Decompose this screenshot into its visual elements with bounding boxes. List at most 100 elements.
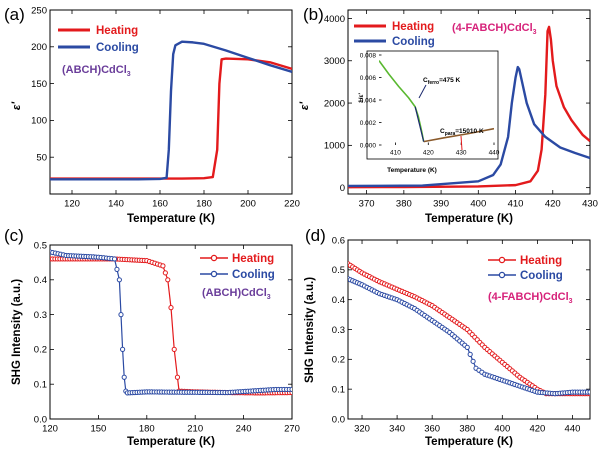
y-tick-label: 50 xyxy=(36,153,47,164)
data-point xyxy=(174,374,181,380)
legend-heating-label: Heating xyxy=(520,255,562,267)
x-tick-label: 430 xyxy=(456,150,467,157)
panel-a-frame xyxy=(49,9,293,195)
inset-para-label: Cpara=15010 K xyxy=(440,128,484,137)
x-tick-label: 380 xyxy=(396,199,412,210)
panel-a-annotation: (ABCH)CdCl3 xyxy=(62,64,131,78)
data-point xyxy=(121,374,127,380)
x-tick-label: 440 xyxy=(489,150,500,157)
x-tick-label: 380 xyxy=(459,424,475,435)
x-tick-label: 140 xyxy=(108,199,124,210)
x-tick-label: 390 xyxy=(433,199,449,210)
panel-b-annotation: (4-FABCH)CdCl3 xyxy=(452,22,537,36)
x-tick-label: 420 xyxy=(423,150,434,157)
panel-c-xlabel: Temperature (K) xyxy=(127,436,215,448)
inset-plot: 410 420 430 440 0.000 0.002 0.004 0.006 0.008 xyxy=(360,52,500,156)
data-point xyxy=(118,312,124,318)
y-tick-label: 0.006 xyxy=(360,75,377,82)
data-point xyxy=(467,351,473,357)
panel-d-label: (d) xyxy=(305,226,326,245)
y-tick-label: 0 xyxy=(340,183,345,194)
x-tick-label: 200 xyxy=(240,199,256,210)
series-line-heating xyxy=(348,25,590,189)
x-tick-label: 180 xyxy=(196,199,212,210)
panel-c-plot: 120 150 180 210 240 270 0.0 0.1 0.2 0.3 0.4 0.5 xyxy=(34,240,300,434)
legend-cooling-label: Cooling xyxy=(232,269,275,281)
x-tick-label: 410 xyxy=(508,199,524,210)
x-tick-label: 210 xyxy=(187,424,203,435)
panel-d-legend: Heating Cooling xyxy=(488,255,563,282)
x-tick-label: 400 xyxy=(494,424,510,435)
panel-a-label: (a) xyxy=(4,5,25,24)
panel-c: (c) 120 150 180 210 240 270 0.0 0.1 0.2 0.3 0.4 0.5… xyxy=(4,226,300,448)
panel-a-legend: Heating Cooling xyxy=(58,25,139,54)
panel-a-plot: 120 140 160 180 200 220 50 100 150 200 250 xyxy=(31,5,300,209)
inset-ferro-label: Cferro=475 K xyxy=(423,77,461,86)
x-tick-label: 420 xyxy=(545,199,561,210)
x-tick-label: 160 xyxy=(152,199,168,210)
legend-cooling-marker xyxy=(210,270,218,278)
panel-c-ylabel: SHG Intensity (a.u.) xyxy=(11,279,23,385)
inset-frame xyxy=(366,50,499,160)
y-tick-label: 200 xyxy=(31,42,47,53)
y-tick-label: 0.5 xyxy=(34,240,47,251)
series-group xyxy=(348,25,590,189)
x-tick-label: 220 xyxy=(284,199,300,210)
x-tick-label: 440 xyxy=(565,424,581,435)
y-tick-label: 0.0 xyxy=(332,414,345,425)
panel-b: (b) 370 380 390 400 410 420 430 0 1000 2000 3000 40… xyxy=(299,5,598,225)
inset-para-arrow xyxy=(460,135,463,151)
series-line-cooling xyxy=(348,65,590,188)
y-tick-label: 100 xyxy=(31,116,47,127)
x-tick-label: 370 xyxy=(359,199,375,210)
x-tick-label: 120 xyxy=(42,424,58,435)
y-tick-label: 0.2 xyxy=(34,345,47,356)
y-tick-label: 0.1 xyxy=(34,380,47,391)
legend-heating-marker xyxy=(498,256,506,264)
y-tick-label: 0.000 xyxy=(360,142,377,149)
legend-cooling-label: Cooling xyxy=(392,36,435,48)
series-group xyxy=(50,40,292,181)
panel-d-xlabel: Temperature (K) xyxy=(425,436,513,448)
series-line-inset_brown xyxy=(423,127,494,143)
legend-heating-marker xyxy=(210,254,218,262)
panel-b-xlabel: Temperature (K) xyxy=(425,213,513,225)
panel-a-ylabel: ε' xyxy=(11,101,23,111)
panel-d-plot: 320 340 360 380 400 420 440 0.0 0.1 0.2 0.3 0.4 0.5 0… xyxy=(332,235,590,435)
panel-d-ylabel: SHG Intensity (a.u.) xyxy=(304,277,316,383)
panel-b-label: (b) xyxy=(303,5,324,24)
y-tick-label: 0.008 xyxy=(360,52,377,59)
panel-c-legend: Heating Cooling xyxy=(200,253,275,281)
panel-a-xlabel: Temperature (K) xyxy=(127,213,215,225)
panel-c-frame xyxy=(49,244,293,420)
series-group xyxy=(348,261,590,397)
panel-d-annotation: (4-FABCH)CdCl3 xyxy=(488,291,573,305)
y-tick-label: 0.004 xyxy=(360,97,377,104)
panel-b-ylabel: ε' xyxy=(299,101,311,111)
x-tick-label: 410 xyxy=(390,150,401,157)
y-tick-label: 4000 xyxy=(324,14,345,25)
panel-b-inset: 410 420 430 440 0.000 0.002 0.004 0.006 0.008 Te… xyxy=(358,50,500,174)
y-tick-label: 0.6 xyxy=(332,235,345,246)
legend-cooling-marker xyxy=(498,271,506,279)
legend-cooling-label: Cooling xyxy=(96,42,139,54)
panel-c-annotation: (ABCH)CdCl3 xyxy=(202,287,271,301)
data-point xyxy=(165,277,171,283)
y-tick-label: 3000 xyxy=(324,56,345,67)
series-group xyxy=(50,249,292,396)
y-tick-label: 0.002 xyxy=(360,120,377,127)
inset-ylabel: 1/ε' xyxy=(358,93,365,104)
y-tick-label: 0.3 xyxy=(34,310,47,321)
data-point xyxy=(289,386,292,393)
x-tick-label: 120 xyxy=(64,199,80,210)
inset-xlabel: Temperature (K) xyxy=(387,167,437,174)
panel-d: (d) 320 340 360 380 400 420 440 0.0 0.1 0.2 0.3 0.4… xyxy=(304,226,591,448)
series-line-cooling xyxy=(50,40,292,181)
x-tick-label: 340 xyxy=(389,424,405,435)
data-point xyxy=(120,346,126,352)
y-tick-label: 0.2 xyxy=(332,355,345,366)
data-point xyxy=(168,305,174,311)
y-tick-label: 0.5 xyxy=(332,265,345,276)
legend-heating-label: Heating xyxy=(232,253,274,265)
